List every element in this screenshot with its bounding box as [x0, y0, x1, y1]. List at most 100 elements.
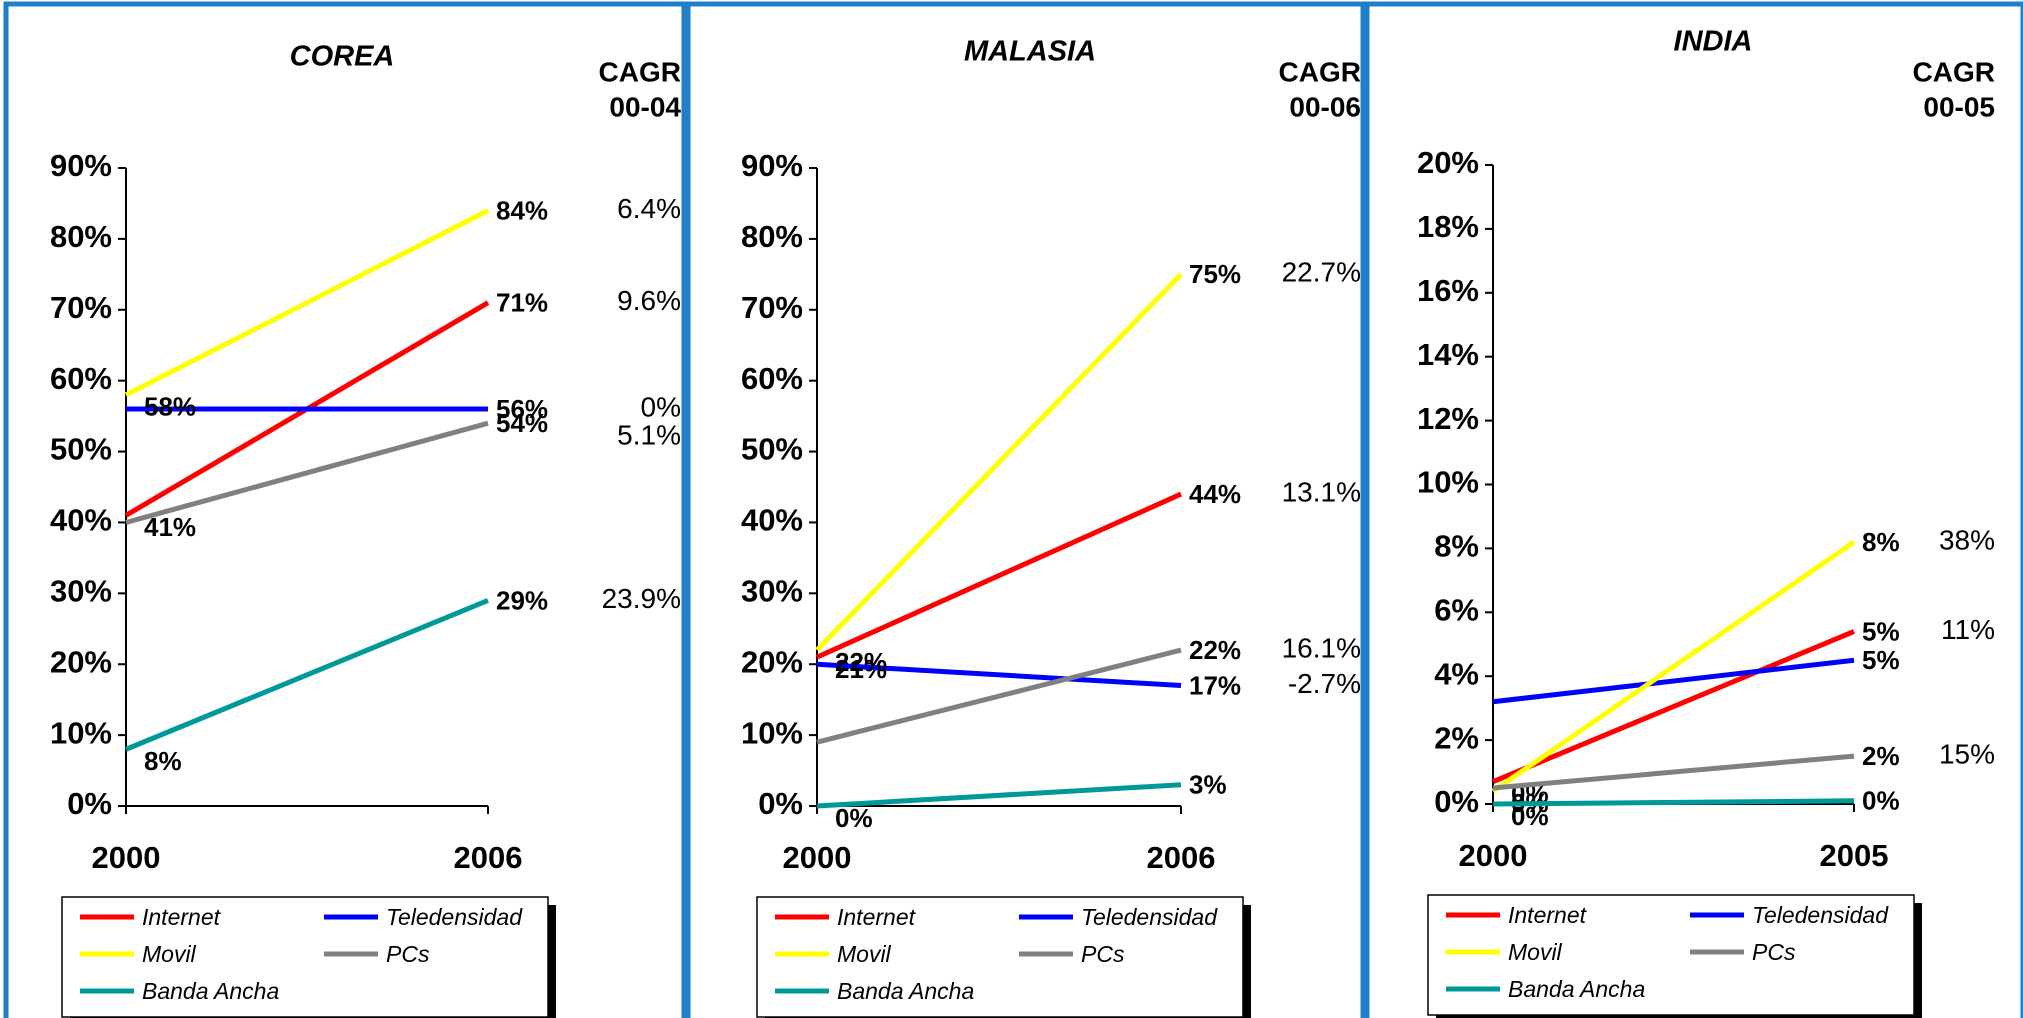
legend-label: Banda Ancha	[142, 978, 279, 1004]
legend-label: Banda Ancha	[837, 978, 974, 1004]
y-tick-label: 4%	[1434, 656, 1479, 691]
legend-label: Banda Ancha	[1508, 976, 1645, 1002]
data-label: 3%	[1189, 770, 1227, 800]
x-tick-label: 2000	[783, 840, 852, 875]
y-tick-label: 90%	[50, 148, 112, 183]
legend-label: PCs	[1752, 939, 1796, 965]
data-label: 71%	[496, 288, 548, 318]
y-tick-label: 80%	[50, 219, 112, 254]
panel-border	[685, 1, 1366, 1018]
y-tick-label: 8%	[1434, 529, 1479, 564]
y-tick-label: 40%	[50, 503, 112, 538]
cagr-value: 16.1%	[1282, 632, 1361, 663]
y-tick-label: 20%	[50, 644, 112, 679]
y-tick-label: 6%	[1434, 592, 1479, 627]
series-line	[1492, 753, 1855, 791]
data-label: 84%	[496, 195, 548, 225]
legend-label: Internet	[142, 904, 222, 930]
series-line	[815, 272, 1183, 652]
cagr-value: 38%	[1939, 524, 1995, 555]
data-label: 8%	[144, 746, 182, 776]
data-label: 56%	[496, 394, 548, 424]
y-tick-label: 20%	[1417, 145, 1479, 180]
y-tick-label: 10%	[741, 715, 803, 750]
legend-label: Teledensidad	[1752, 902, 1889, 928]
cagr-value: 13.1%	[1282, 476, 1361, 507]
cagr-value: -2.7%	[1288, 668, 1361, 699]
y-tick-label: 30%	[50, 574, 112, 609]
cagr-header: CAGR	[599, 56, 681, 87]
cagr-value: 23.9%	[602, 583, 681, 614]
legend-label: PCs	[386, 941, 430, 967]
series-line	[1492, 629, 1855, 784]
x-tick-label: 2000	[92, 840, 161, 875]
legend-label: Internet	[1508, 902, 1588, 928]
legend	[61, 896, 549, 1018]
data-label: 75%	[1189, 259, 1241, 289]
cagr-value: 15%	[1939, 738, 1995, 769]
y-tick-label: 50%	[50, 432, 112, 467]
chart-title: MALASIA	[964, 36, 1096, 68]
y-tick-label: 70%	[741, 290, 803, 325]
x-tick-label: 2000	[1459, 838, 1528, 873]
data-label: 5%	[1862, 645, 1900, 675]
x-tick-label: 2006	[454, 840, 523, 875]
y-tick-label: 90%	[741, 148, 803, 183]
series-line	[816, 647, 1182, 745]
legend-label: Movil	[837, 941, 892, 967]
data-label: 0%	[835, 803, 873, 833]
y-tick-label: 0%	[758, 786, 803, 821]
series-line	[815, 491, 1183, 660]
x-tick-label: 2005	[1820, 838, 1889, 873]
data-label: 22%	[1189, 635, 1241, 665]
series-line	[125, 598, 489, 752]
y-tick-label: 10%	[50, 715, 112, 750]
y-tick-label: 16%	[1417, 273, 1479, 308]
y-tick-label: 20%	[741, 644, 803, 679]
series-line	[1492, 798, 1855, 807]
data-label: 8%	[1862, 527, 1900, 557]
x-tick-label: 2006	[1147, 840, 1216, 875]
data-label: 0%	[1862, 786, 1900, 816]
y-tick-label: 10%	[1417, 465, 1479, 500]
cagr-value: 0%	[641, 391, 681, 422]
y-tick-label: 0%	[1434, 784, 1479, 819]
series-line	[124, 208, 490, 398]
legend-label: Teledensidad	[1081, 904, 1218, 930]
chart-title: COREA	[290, 41, 395, 73]
panel-border	[1364, 1, 2023, 1018]
legend-label: Movil	[142, 941, 197, 967]
y-tick-label: 40%	[741, 503, 803, 538]
y-tick-label: 12%	[1417, 401, 1479, 436]
y-tick-label: 60%	[50, 361, 112, 396]
y-tick-label: 30%	[741, 574, 803, 609]
legend-label: PCs	[1081, 941, 1125, 967]
cagr-value: 22.7%	[1282, 257, 1361, 288]
cagr-value: 5.1%	[617, 419, 681, 450]
chart-title: INDIA	[1674, 26, 1753, 58]
y-tick-label: 50%	[741, 432, 803, 467]
panel-border	[3, 1, 687, 1018]
cagr-header: CAGR	[1913, 56, 1995, 87]
data-label: 2%	[1862, 741, 1900, 771]
data-label: 0%	[1511, 801, 1549, 831]
data-label: 54%	[496, 408, 548, 438]
data-label: 29%	[496, 585, 548, 615]
series-line	[125, 420, 489, 525]
cagr-header: 00-05	[1923, 91, 1995, 122]
cagr-value: 11%	[1941, 614, 1995, 645]
y-tick-label: 2%	[1434, 720, 1479, 755]
series-line	[816, 661, 1182, 688]
y-tick-label: 80%	[741, 219, 803, 254]
legend-label: Internet	[837, 904, 917, 930]
series-line	[1492, 657, 1855, 705]
data-label: 17%	[1189, 670, 1241, 700]
y-tick-label: 18%	[1417, 209, 1479, 244]
cagr-value: 9.6%	[617, 285, 681, 316]
y-tick-label: 14%	[1417, 337, 1479, 372]
data-label: 22%	[835, 647, 887, 677]
y-tick-label: 0%	[67, 786, 112, 821]
data-label: 5%	[1862, 616, 1900, 646]
cagr-header: CAGR	[1279, 56, 1361, 87]
